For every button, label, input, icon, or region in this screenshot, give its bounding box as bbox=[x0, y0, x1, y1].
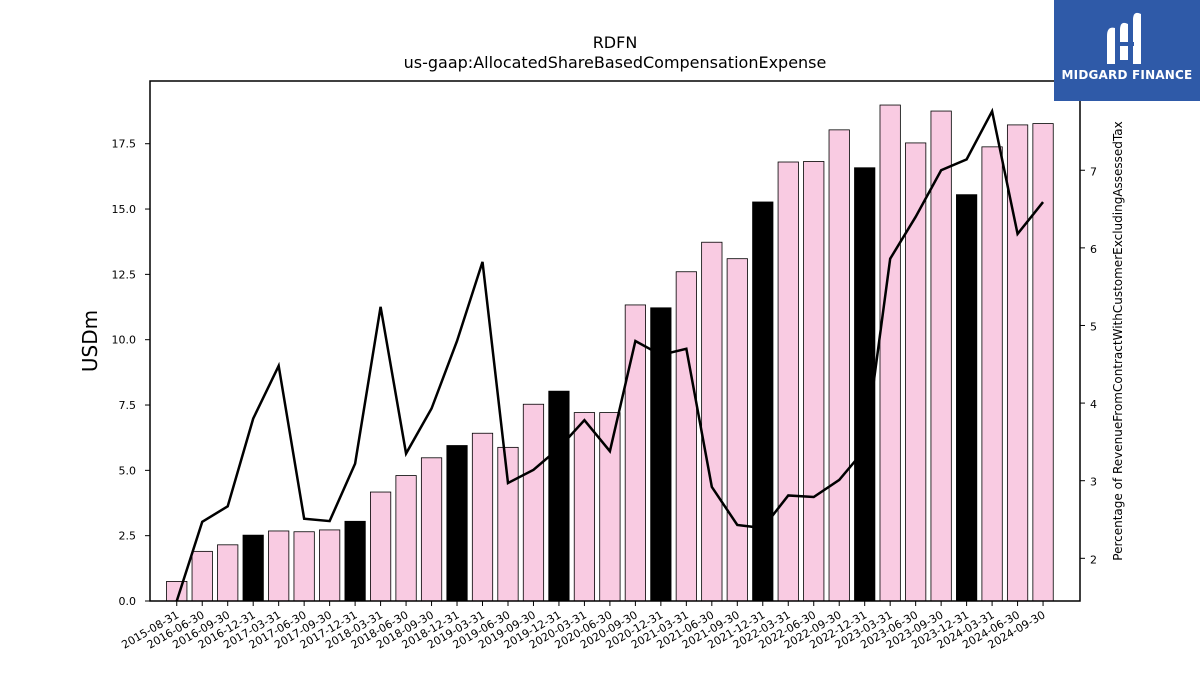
bar-2021-03-31 bbox=[675, 271, 697, 602]
bar-2016-06-30 bbox=[191, 550, 213, 602]
bar-2018-03-31 bbox=[369, 491, 392, 602]
bar-2020-09-30 bbox=[624, 304, 646, 602]
y-tick-label: 10.0 bbox=[112, 334, 137, 347]
bar-2017-12-31 bbox=[344, 520, 366, 602]
y2-tick-label: 6 bbox=[1090, 243, 1097, 256]
bar-2023-06-30 bbox=[905, 142, 927, 602]
y-tick-label: 12.5 bbox=[112, 268, 137, 281]
bar-2019-03-31 bbox=[471, 432, 494, 602]
plot-frame bbox=[149, 80, 1081, 602]
chart-subtitle: us-gaap:AllocatedShareBasedCompensationE… bbox=[404, 53, 827, 72]
line-series bbox=[175, 107, 1045, 602]
bar-2019-09-30 bbox=[522, 403, 545, 602]
bar-2021-06-30 bbox=[701, 241, 723, 602]
bar-2018-09-30 bbox=[420, 457, 443, 602]
y2-axis-label: Percentage of RevenueFromContractWithCus… bbox=[1111, 121, 1125, 560]
y-tick-label: 7.5 bbox=[119, 399, 137, 412]
y2-tick-label: 7 bbox=[1090, 165, 1097, 178]
bar-2019-06-30 bbox=[497, 446, 519, 602]
bar-2022-12-31 bbox=[854, 167, 876, 602]
bar-2016-12-31 bbox=[242, 534, 264, 602]
y2-tick-label: 5 bbox=[1090, 320, 1097, 333]
y2-tick-label: 3 bbox=[1090, 476, 1097, 489]
y-tick-label: 17.5 bbox=[112, 138, 137, 151]
y-tick-label: 0.0 bbox=[119, 595, 137, 608]
bar-2024-03-31 bbox=[981, 146, 1003, 602]
y-axis-label: USDm bbox=[78, 310, 102, 372]
bar-2023-03-31 bbox=[879, 104, 901, 602]
bar-2017-09-30 bbox=[319, 529, 341, 602]
bar-2018-06-30 bbox=[395, 475, 417, 602]
bar-2021-12-31 bbox=[752, 201, 774, 602]
bar-2019-12-31 bbox=[548, 390, 570, 602]
bar-2022-09-30 bbox=[828, 129, 850, 602]
bar-2022-06-30 bbox=[803, 161, 825, 602]
bar-2018-12-31 bbox=[446, 445, 468, 602]
percentage-line bbox=[175, 107, 1045, 602]
y2-tick-label: 2 bbox=[1090, 553, 1097, 566]
bar-2022-03-31 bbox=[777, 161, 799, 602]
brand-logo: MIDGARD FINANCE bbox=[1054, 0, 1200, 101]
bar-series bbox=[166, 104, 1054, 602]
bar-2017-06-30 bbox=[293, 531, 315, 602]
chart-title: RDFN bbox=[593, 33, 638, 52]
bar-2017-03-31 bbox=[268, 530, 290, 602]
axes bbox=[145, 80, 1085, 606]
y-tick-label: 15.0 bbox=[112, 203, 137, 216]
bar-2016-09-30 bbox=[217, 544, 239, 602]
y-tick-label: 5.0 bbox=[119, 464, 137, 477]
logo-text: MIDGARD FINANCE bbox=[1061, 68, 1193, 82]
y-tick-label: 2.5 bbox=[119, 530, 137, 543]
bar-2021-09-30 bbox=[726, 258, 748, 602]
midgard-logo-icon bbox=[1107, 12, 1141, 64]
bar-2024-09-30 bbox=[1032, 123, 1054, 602]
y2-tick-label: 4 bbox=[1090, 398, 1097, 411]
bar-2023-12-31 bbox=[956, 194, 978, 602]
bar-2020-03-31 bbox=[573, 412, 596, 602]
